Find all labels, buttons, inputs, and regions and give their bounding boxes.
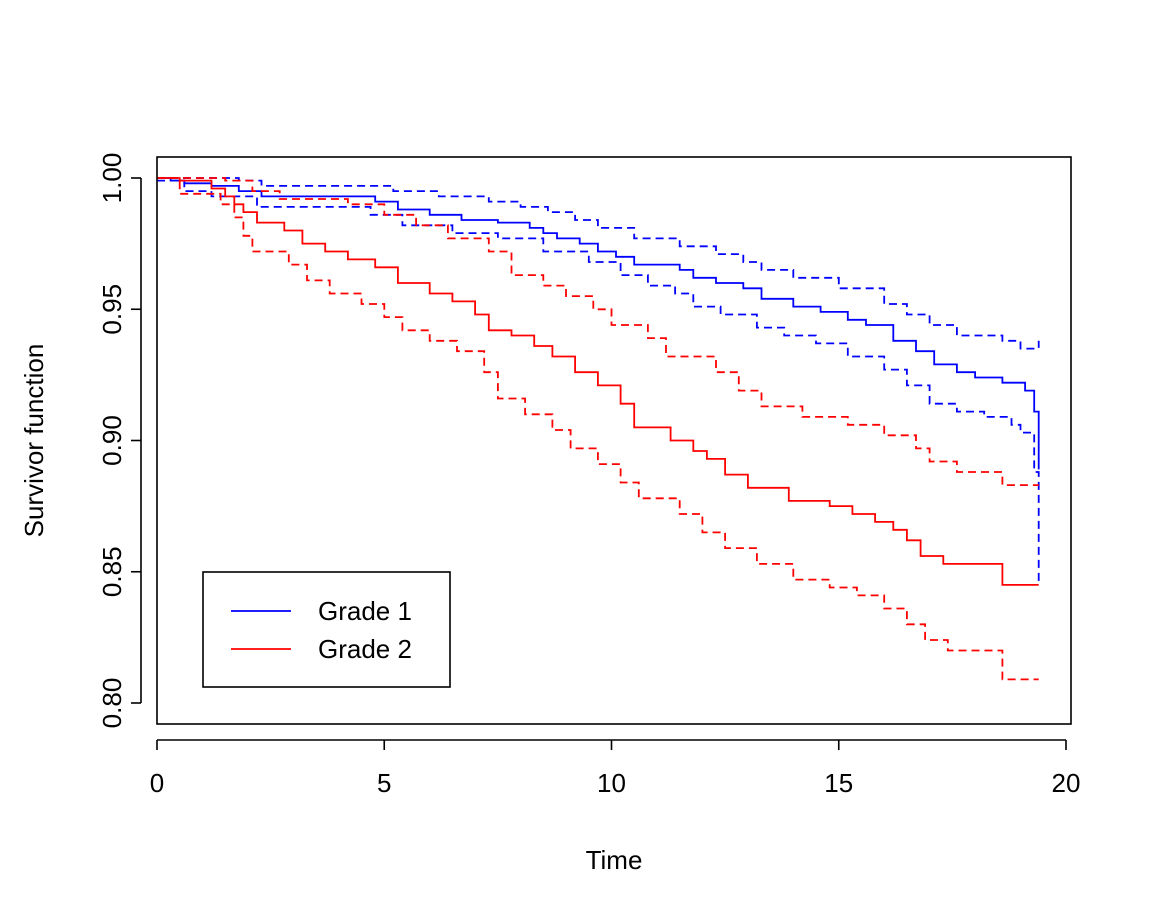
series-grade-1 (157, 177, 1040, 470)
x-axis-title: Time (586, 845, 643, 875)
y-axis-title: Survivor function (19, 344, 49, 538)
legend: Grade 1 Grade 2 (202, 571, 451, 688)
series-grade-2 (157, 177, 1039, 586)
plot-frame (156, 156, 1072, 725)
y-tick-label: 0.85 (97, 546, 127, 597)
y-tick-label: 1.00 (97, 153, 127, 204)
legend-label-grade-2: Grade 2 (318, 634, 412, 664)
y-tick-label: 0.80 (97, 678, 127, 729)
axes-layer: 0 5 10 15 20 0.80 0.85 0.90 0.95 1.00 (97, 153, 1080, 798)
legend-label-grade-1: Grade 1 (318, 596, 412, 626)
legend-box (202, 571, 451, 688)
y-tick-label: 0.90 (97, 415, 127, 466)
series-grade-1-lower-ci (157, 179, 1040, 585)
series-grade-2-upper-ci (157, 177, 1039, 486)
series-grade-1-upper-ci (157, 177, 1040, 350)
series-layer (157, 177, 1040, 681)
y-tick-label: 0.95 (97, 284, 127, 335)
x-tick-label: 15 (824, 768, 853, 798)
x-tick-label: 20 (1052, 768, 1081, 798)
series-grade-2-lower-ci (157, 177, 1039, 681)
x-tick-label: 10 (597, 768, 626, 798)
x-tick-label: 5 (377, 768, 391, 798)
x-tick-label: 0 (150, 768, 164, 798)
